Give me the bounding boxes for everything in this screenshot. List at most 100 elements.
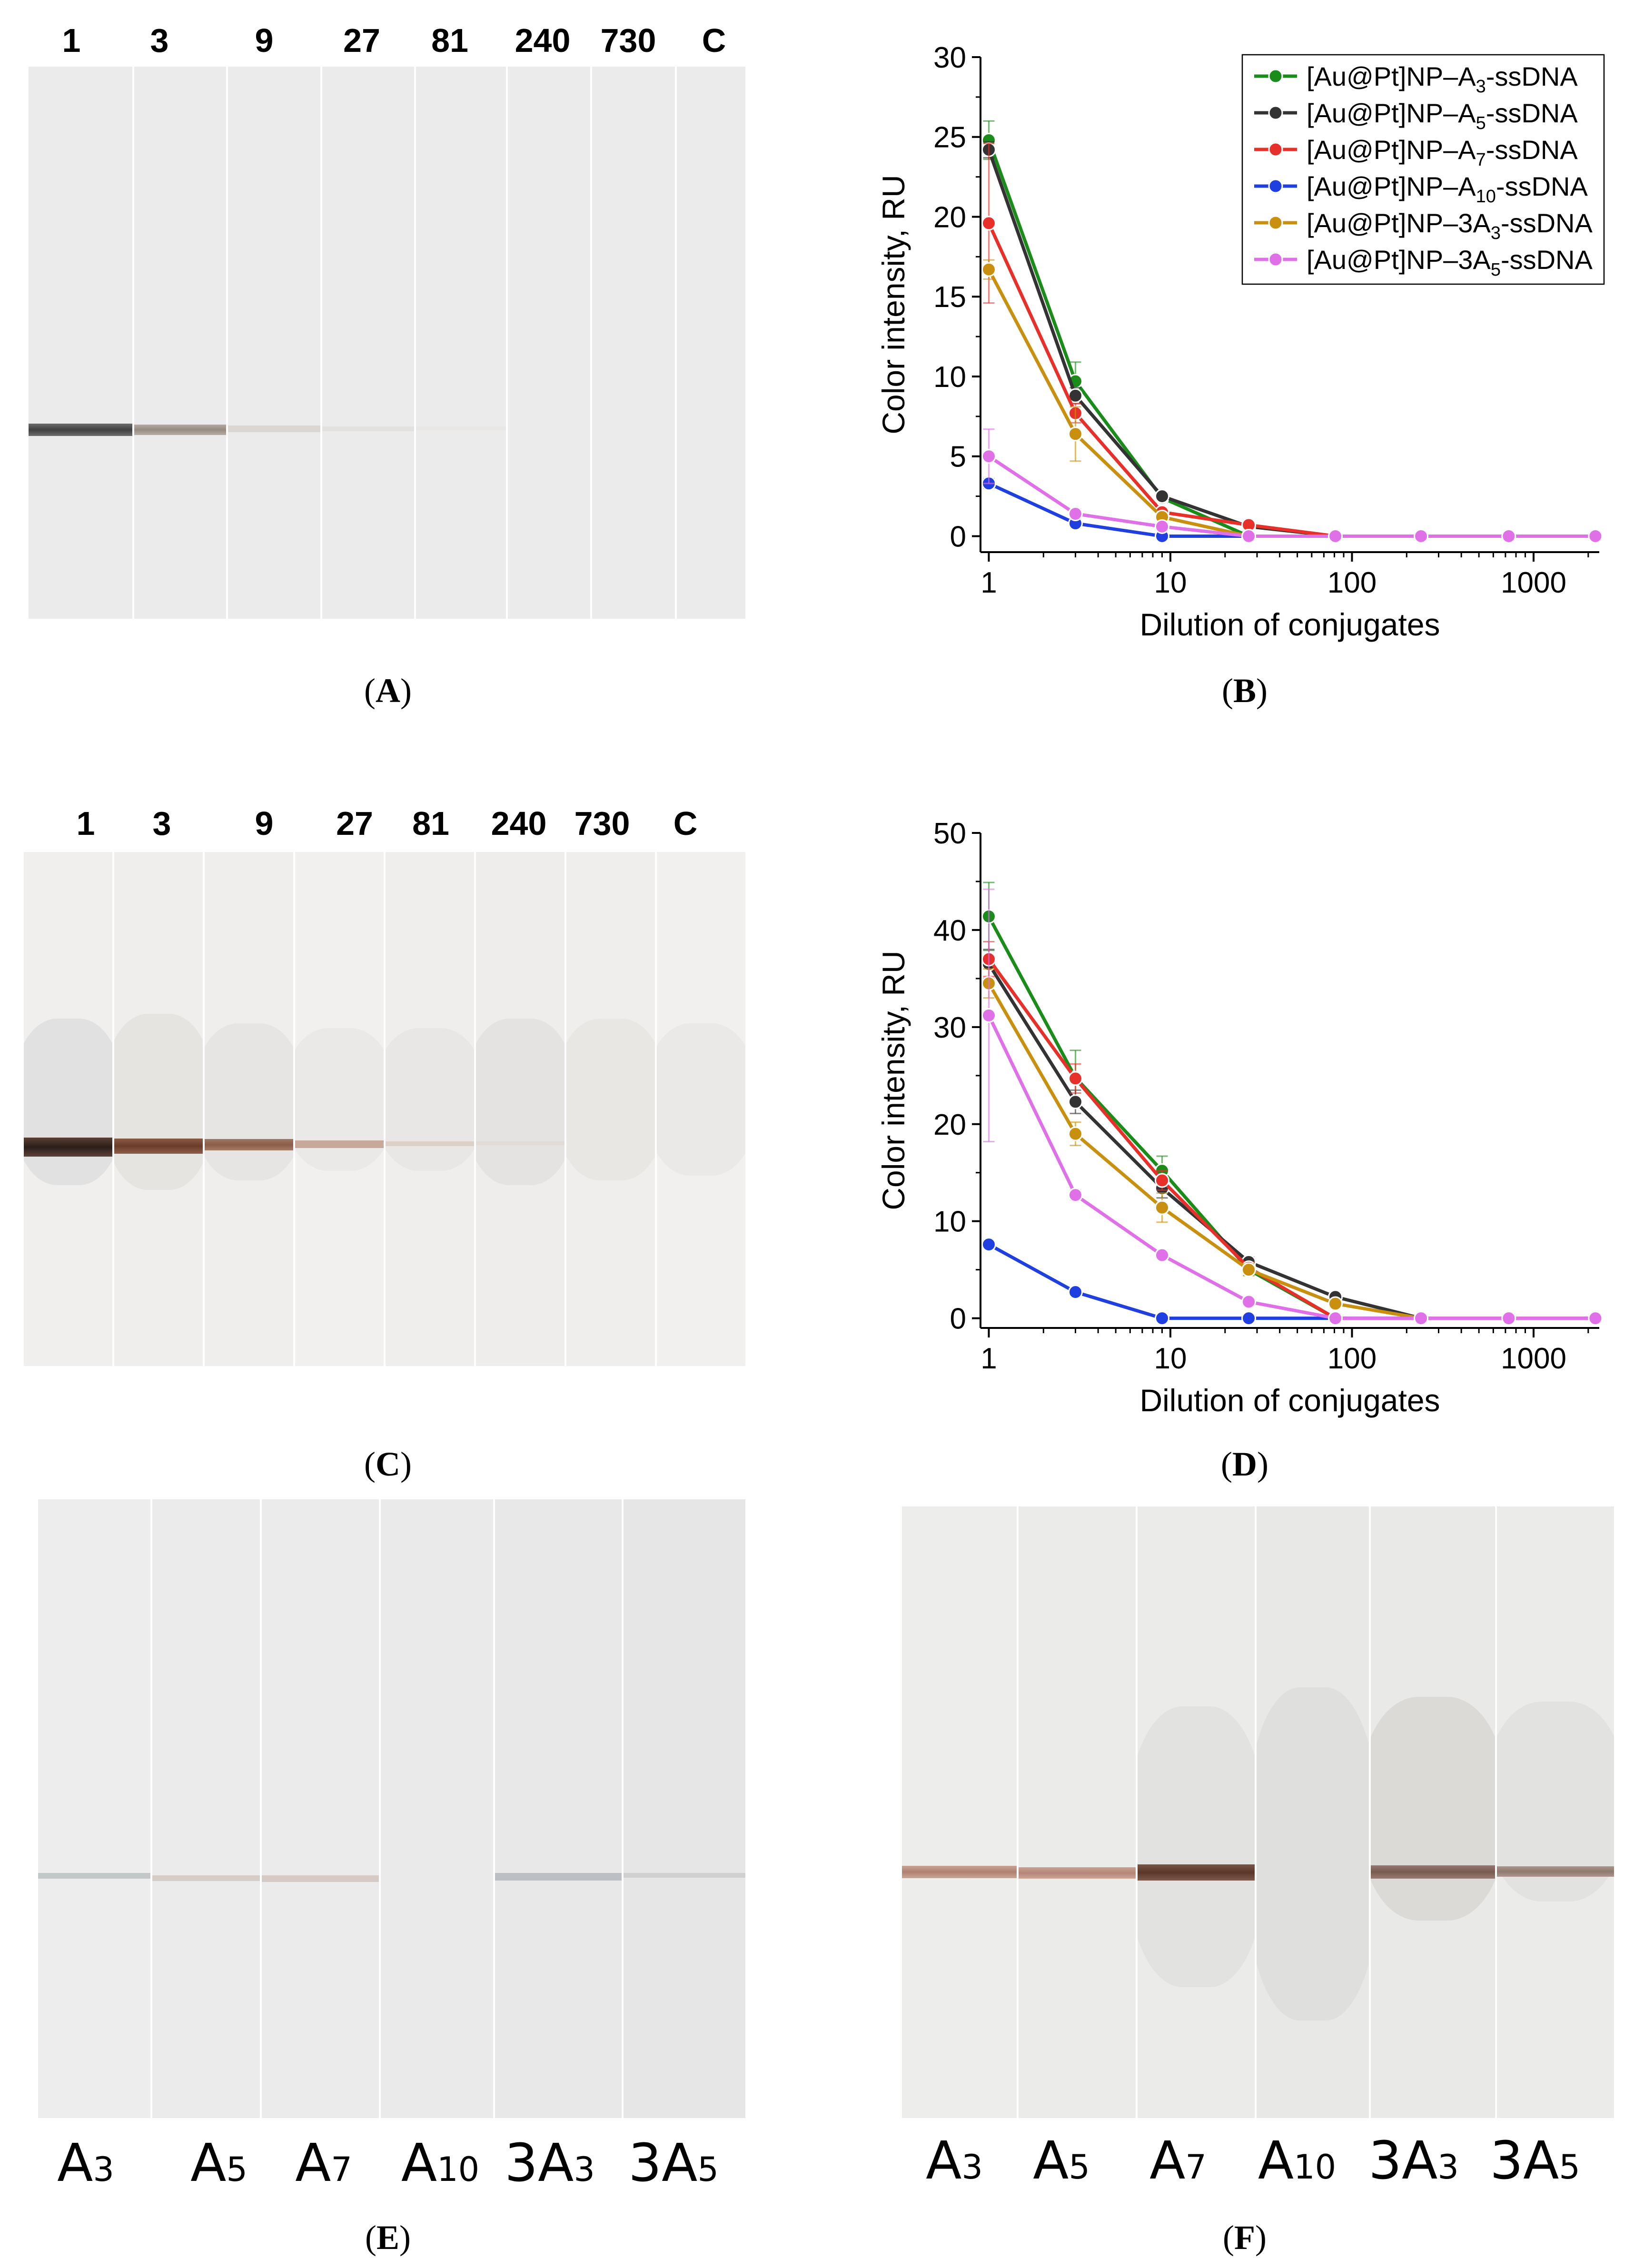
x-tick-label: 1 bbox=[980, 1342, 997, 1375]
lane-label: 730 bbox=[600, 22, 656, 59]
lane-label: 3A5 bbox=[628, 2132, 719, 2193]
data-point bbox=[1155, 1248, 1170, 1263]
x-axis-label: Dilution of conjugates bbox=[1139, 1383, 1440, 1418]
data-point bbox=[1414, 528, 1429, 544]
lane-label: A10 bbox=[401, 2132, 480, 2193]
panel-f-strips: A3 A5 A7 A10 3A3 3A5 bbox=[902, 1506, 1616, 2191]
test-strip bbox=[38, 1499, 152, 2118]
caption-d: (D) bbox=[1221, 1445, 1268, 1483]
series-line bbox=[987, 982, 1595, 1320]
data-point bbox=[981, 449, 996, 464]
data-point bbox=[1414, 1311, 1429, 1326]
data-point bbox=[1155, 1200, 1170, 1215]
test-line-band bbox=[24, 1138, 112, 1157]
panel-a-strip-row bbox=[29, 67, 748, 619]
lane-label: A5 bbox=[190, 2132, 248, 2193]
lane-label: A3 bbox=[926, 2130, 983, 2191]
test-line-band bbox=[228, 426, 320, 432]
x-tick-label: 10 bbox=[1154, 1342, 1187, 1375]
data-point bbox=[981, 1008, 996, 1023]
data-point bbox=[1068, 506, 1083, 521]
test-line-band bbox=[295, 1140, 384, 1148]
test-line-band bbox=[1138, 1864, 1255, 1881]
legend-swatch-marker bbox=[1268, 215, 1283, 230]
lane-label: 27 bbox=[343, 22, 380, 59]
legend-swatch-marker bbox=[1268, 69, 1283, 84]
series-line bbox=[987, 963, 1595, 1320]
test-line-band bbox=[152, 1875, 260, 1881]
y-tick-label: 0 bbox=[950, 1303, 966, 1336]
x-tick-label: 1 bbox=[980, 566, 997, 599]
test-line-band bbox=[205, 1139, 293, 1150]
test-line-band bbox=[624, 1873, 745, 1878]
data-point bbox=[1588, 1311, 1603, 1326]
data-point bbox=[1068, 1126, 1083, 1141]
panel-f-lane-labels: A3 A5 A7 A10 3A3 3A5 bbox=[902, 2130, 1616, 2201]
test-strip bbox=[381, 1499, 495, 2118]
data-point bbox=[981, 1237, 996, 1252]
series-line bbox=[987, 1014, 1595, 1320]
y-tick-label: 30 bbox=[933, 1011, 966, 1044]
data-point bbox=[1588, 528, 1603, 544]
test-strip bbox=[114, 852, 205, 1366]
data-point bbox=[1328, 1296, 1343, 1311]
lane-label: 1 bbox=[76, 805, 95, 842]
lane-label: 81 bbox=[431, 22, 468, 59]
lane-label: 81 bbox=[412, 805, 449, 842]
panel-e-strip-row bbox=[38, 1499, 747, 2118]
test-line-band bbox=[495, 1873, 622, 1881]
lane-label: 27 bbox=[336, 805, 373, 842]
test-strip bbox=[566, 852, 657, 1366]
data-point bbox=[1501, 528, 1516, 544]
y-tick-label: 30 bbox=[933, 41, 966, 74]
legend-entry: [Au@Pt]NP–3A3-ssDNA bbox=[1307, 208, 1593, 243]
panel-c-lane-labels: 1 3 9 27 81 240 730 C bbox=[24, 804, 747, 847]
test-strip bbox=[676, 67, 748, 619]
lane-label: 240 bbox=[491, 805, 547, 842]
y-tick-label: 15 bbox=[933, 281, 966, 314]
test-strip bbox=[228, 67, 322, 619]
lane-label: 9 bbox=[255, 805, 274, 842]
lane-label: 9 bbox=[255, 22, 274, 59]
diffusion-spot bbox=[24, 1019, 112, 1185]
data-point bbox=[1241, 1262, 1257, 1278]
caption-c: (C) bbox=[364, 1445, 412, 1483]
test-strip bbox=[1371, 1506, 1497, 2118]
test-line-band bbox=[262, 1875, 379, 1882]
legend-box bbox=[1241, 54, 1605, 285]
y-tick-label: 10 bbox=[933, 1206, 966, 1238]
panel-e-strips: A3 A5 A7 A10 3A3 3A5 bbox=[38, 1499, 747, 2193]
caption-f: (F) bbox=[1223, 2218, 1267, 2257]
test-strip bbox=[624, 1499, 747, 2118]
data-point bbox=[1328, 1311, 1343, 1326]
lane-label: C bbox=[673, 805, 698, 842]
x-axis-label: Dilution of conjugates bbox=[1139, 607, 1440, 642]
x-tick-label: 1000 bbox=[1501, 1342, 1566, 1375]
lane-label: 1 bbox=[62, 22, 81, 59]
data-point bbox=[1155, 1173, 1170, 1188]
test-strip bbox=[416, 67, 508, 619]
test-strip bbox=[476, 852, 566, 1366]
test-line-band bbox=[29, 424, 133, 436]
x-tick-label: 100 bbox=[1327, 566, 1377, 599]
series-line bbox=[988, 1243, 1595, 1320]
lane-label: 3A3 bbox=[505, 2132, 595, 2193]
data-point bbox=[1155, 1311, 1170, 1326]
data-point bbox=[1068, 426, 1083, 442]
panel-c-strips: 1 3 9 27 81 240 730 C bbox=[24, 781, 747, 1380]
diffusion-spot bbox=[566, 1019, 655, 1180]
panel-c-strip-row bbox=[24, 852, 747, 1366]
y-tick-label: 10 bbox=[933, 361, 966, 394]
chart-b: 0 5 10 15 20 25 30 1 10 100 1000 Dilution of conjug… bbox=[876, 41, 1605, 642]
test-strip bbox=[134, 67, 228, 619]
diffusion-spot bbox=[1257, 1687, 1369, 2020]
legend-swatch-marker bbox=[1268, 178, 1283, 194]
test-strip bbox=[657, 852, 747, 1366]
y-axis-label: Color intensity, RU bbox=[876, 175, 911, 434]
lane-label: 3 bbox=[150, 22, 169, 59]
legend-entry: [Au@Pt]NP–A10-ssDNA bbox=[1307, 171, 1588, 207]
data-point bbox=[1155, 489, 1170, 504]
lane-label: 3A3 bbox=[1368, 2130, 1459, 2191]
diffusion-spot bbox=[295, 1028, 384, 1171]
diffusion-spot bbox=[1138, 1706, 1255, 1987]
